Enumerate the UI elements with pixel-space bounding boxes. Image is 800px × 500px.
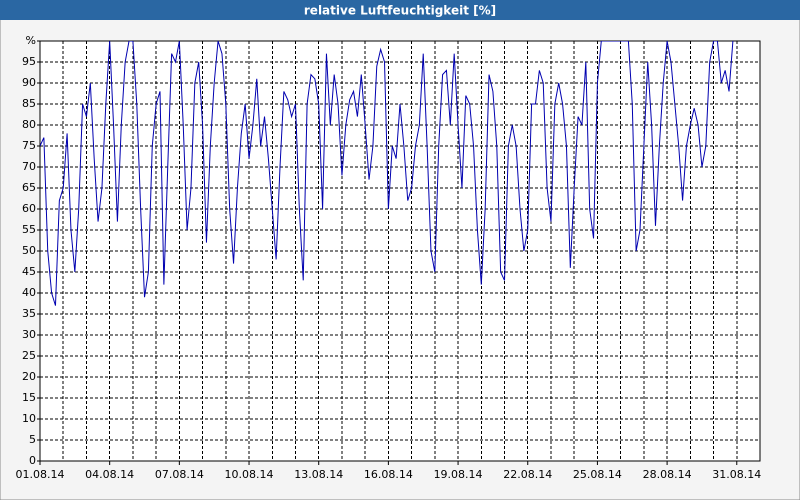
y-tick-label: 55	[22, 223, 36, 236]
y-tick-label: 80	[22, 118, 36, 131]
y-tick-label: 45	[22, 265, 36, 278]
y-tick-label: 0	[29, 454, 36, 467]
x-tick-label: 25.08.14	[573, 468, 622, 481]
x-tick-label: 22.08.14	[503, 468, 552, 481]
y-tick-label: 5	[29, 433, 36, 446]
x-tick-label: 16.08.14	[364, 468, 413, 481]
y-tick-label: 90	[22, 76, 36, 89]
x-tick-label: 31.08.14	[712, 468, 761, 481]
x-tick-label: 28.08.14	[643, 468, 692, 481]
x-tick-label: 19.08.14	[434, 468, 483, 481]
y-tick-label: 95	[22, 55, 36, 68]
y-tick-label: 75	[22, 139, 36, 152]
tick-labels: 0 5 10 15 20 25 30 35 40 45 50 55 60 65 70 75 80 85 90 95% 0…	[16, 34, 762, 481]
y-tick-label: 85	[22, 97, 36, 110]
y-tick-label: 35	[22, 307, 36, 320]
y-tick-label: 65	[22, 181, 36, 194]
x-tick-label: 13.08.14	[294, 468, 343, 481]
x-tick-label: 07.08.14	[155, 468, 204, 481]
chart-title: relative Luftfeuchtigkeit [%]	[304, 4, 496, 18]
y-tick-label: 30	[22, 328, 36, 341]
y-tick-label: 25	[22, 349, 36, 362]
y-tick-label: 20	[22, 370, 36, 383]
series-area	[40, 41, 734, 306]
x-tick-label: 10.08.14	[225, 468, 274, 481]
y-tick-label: 10	[22, 412, 36, 425]
y-tick-label: %	[26, 34, 36, 47]
title-bar	[0, 0, 800, 20]
y-tick-label: 50	[22, 244, 36, 257]
y-tick-label: 15	[22, 391, 36, 404]
y-tick-label: 70	[22, 160, 36, 173]
y-tick-label: 40	[22, 286, 36, 299]
data-line	[40, 41, 734, 306]
grid	[40, 40, 760, 462]
x-tick-label: 04.08.14	[85, 468, 134, 481]
x-tick-label: 01.08.14	[16, 468, 65, 481]
y-tick-label: 60	[22, 202, 36, 215]
